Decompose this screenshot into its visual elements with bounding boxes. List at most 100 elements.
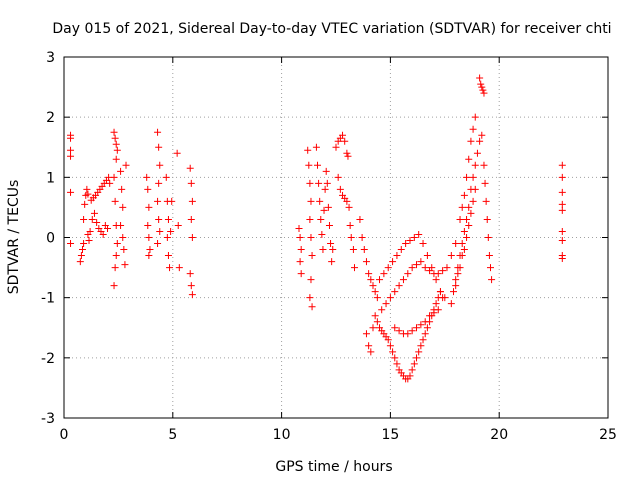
data-point bbox=[362, 258, 370, 266]
data-point bbox=[471, 161, 479, 169]
data-point bbox=[395, 327, 403, 335]
data-point bbox=[558, 188, 566, 196]
data-point bbox=[413, 324, 421, 332]
data-point bbox=[480, 161, 488, 169]
data-point bbox=[143, 173, 151, 181]
data-point bbox=[476, 137, 484, 145]
data-point bbox=[460, 191, 468, 199]
data-point bbox=[478, 131, 486, 139]
data-point bbox=[469, 125, 477, 133]
data-point bbox=[155, 179, 163, 187]
x-tick-label: 20 bbox=[490, 427, 508, 443]
data-point bbox=[391, 324, 399, 332]
x-tick-label: 10 bbox=[273, 427, 291, 443]
data-point bbox=[187, 282, 195, 290]
data-point bbox=[81, 200, 89, 208]
data-point bbox=[118, 185, 126, 193]
data-point bbox=[362, 330, 370, 338]
data-point bbox=[344, 152, 352, 160]
data-point bbox=[367, 276, 375, 284]
data-point bbox=[384, 264, 392, 272]
data-point bbox=[117, 167, 125, 175]
data-point bbox=[447, 252, 455, 260]
data-point bbox=[441, 294, 449, 302]
data-point bbox=[404, 270, 412, 278]
data-point bbox=[93, 218, 101, 226]
data-point bbox=[328, 258, 336, 266]
y-tick-label: -2 bbox=[41, 351, 55, 367]
data-point bbox=[347, 234, 355, 241]
data-point bbox=[334, 173, 342, 181]
data-point bbox=[307, 276, 315, 284]
data-point bbox=[460, 246, 468, 254]
data-point bbox=[155, 143, 163, 151]
data-point bbox=[421, 264, 429, 272]
data-point bbox=[327, 240, 335, 248]
data-point bbox=[341, 137, 349, 145]
data-point bbox=[471, 185, 479, 193]
data-point bbox=[482, 197, 490, 205]
data-point bbox=[410, 360, 418, 368]
data-point bbox=[112, 140, 120, 148]
data-point bbox=[434, 270, 442, 278]
data-point bbox=[332, 143, 340, 151]
data-point bbox=[365, 342, 373, 350]
data-point bbox=[110, 173, 118, 181]
data-point bbox=[336, 185, 344, 193]
data-point bbox=[112, 155, 120, 163]
x-tick-label: 15 bbox=[381, 427, 399, 443]
data-point bbox=[187, 179, 195, 187]
data-point bbox=[376, 276, 384, 284]
data-point bbox=[417, 321, 425, 329]
data-point bbox=[413, 261, 421, 269]
data-point bbox=[439, 267, 447, 275]
data-point bbox=[471, 113, 479, 121]
data-point bbox=[322, 167, 330, 175]
data-point bbox=[483, 215, 491, 223]
data-point bbox=[312, 143, 320, 151]
data-point bbox=[408, 327, 416, 335]
data-point bbox=[371, 288, 379, 296]
data-point bbox=[397, 246, 405, 254]
data-point bbox=[450, 288, 458, 296]
data-point bbox=[110, 128, 118, 136]
data-point bbox=[486, 264, 494, 272]
data-point bbox=[477, 80, 485, 88]
data-point bbox=[113, 146, 121, 154]
data-point bbox=[120, 246, 128, 254]
data-point bbox=[476, 74, 484, 82]
data-point bbox=[76, 258, 84, 266]
data-point bbox=[154, 240, 162, 248]
data-point bbox=[399, 276, 407, 284]
data-point bbox=[481, 179, 489, 187]
data-point bbox=[419, 336, 427, 344]
data-point bbox=[164, 215, 172, 223]
data-point bbox=[393, 360, 401, 368]
data-point bbox=[86, 227, 94, 235]
data-point bbox=[318, 230, 326, 238]
data-point bbox=[443, 264, 451, 272]
data-point bbox=[391, 288, 399, 296]
data-point bbox=[315, 179, 323, 187]
data-point bbox=[473, 149, 481, 157]
data-point bbox=[479, 86, 487, 94]
data-point bbox=[168, 197, 176, 205]
x-tick-label: 0 bbox=[60, 427, 69, 443]
data-point bbox=[187, 215, 195, 223]
data-point bbox=[111, 134, 119, 142]
data-point bbox=[144, 221, 152, 229]
data-point bbox=[410, 234, 418, 241]
data-point bbox=[167, 227, 175, 235]
data-point bbox=[373, 294, 381, 302]
plot-frame bbox=[63, 56, 609, 419]
data-point bbox=[369, 282, 377, 290]
data-point bbox=[426, 312, 434, 320]
data-point bbox=[406, 372, 414, 380]
data-point bbox=[365, 270, 373, 278]
data-point bbox=[164, 252, 172, 260]
data-point bbox=[175, 264, 183, 272]
data-point bbox=[174, 221, 182, 229]
data-point bbox=[297, 246, 305, 254]
data-point bbox=[467, 137, 475, 145]
data-point bbox=[382, 300, 390, 308]
